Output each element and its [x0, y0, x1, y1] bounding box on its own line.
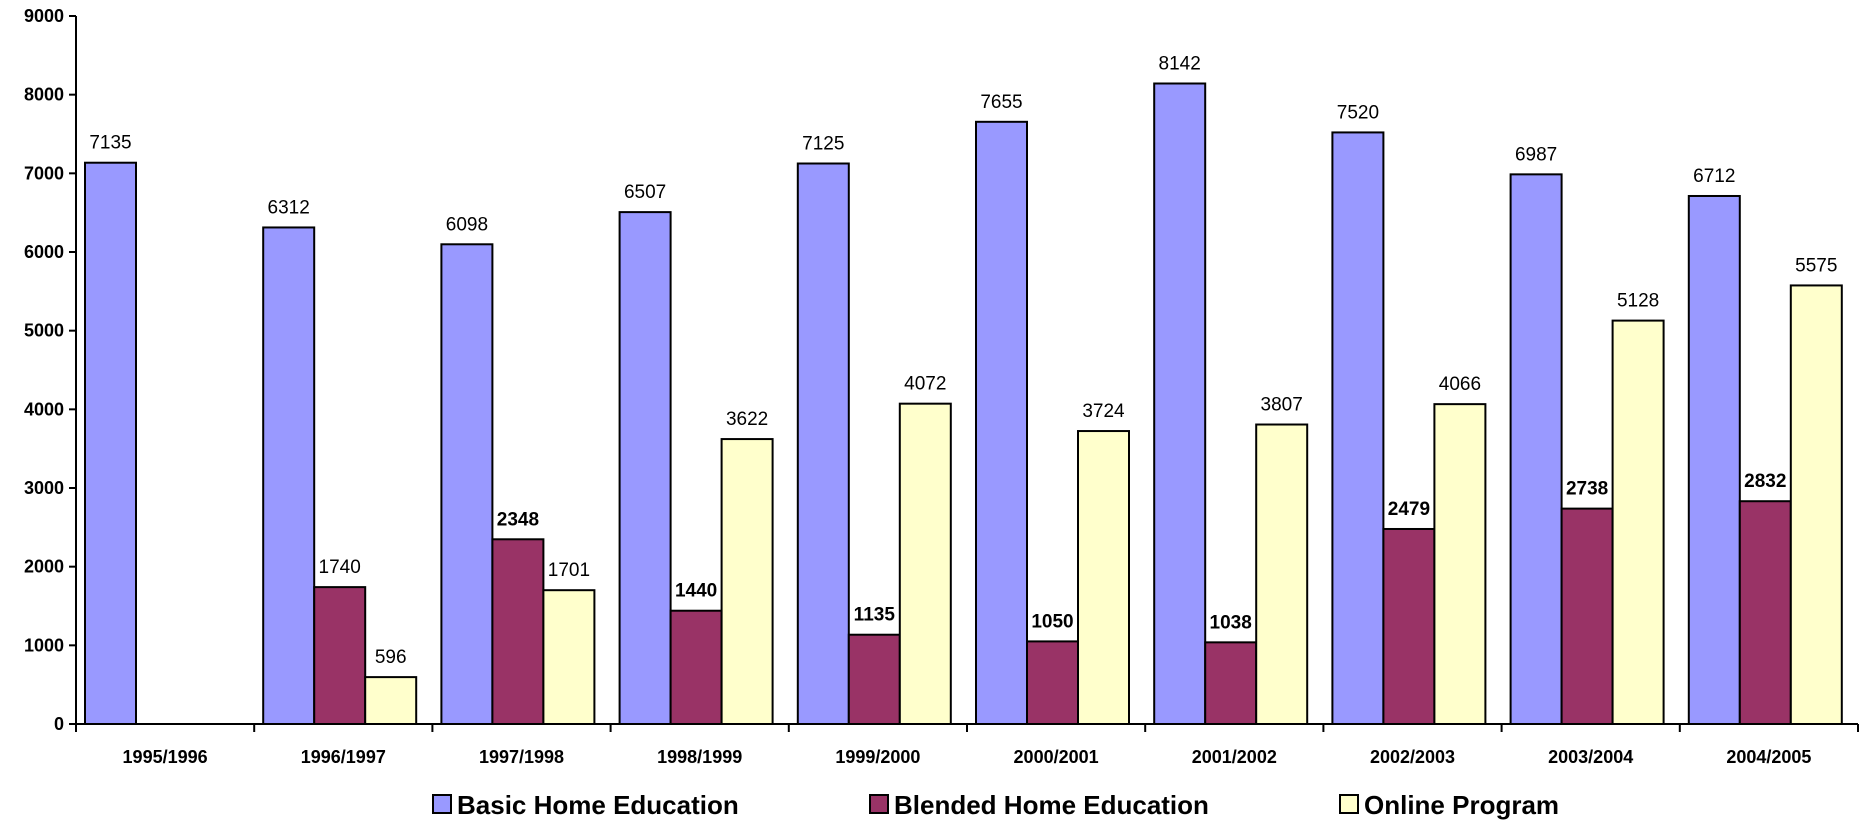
data-label: 1050 — [1031, 611, 1073, 632]
x-axis: 1995/1996 1996/1997 1997/1998 1998/1999 1999… — [75, 723, 1859, 767]
bar-online-program — [364, 676, 418, 726]
data-label: 6507 — [624, 182, 666, 203]
x-tick-label: 2001/2002 — [1192, 747, 1277, 767]
bar-basic-home-education — [1153, 82, 1207, 726]
bar-online-program — [542, 589, 596, 725]
bar-basic-home-education — [1509, 173, 1563, 725]
bar-online-program — [1611, 319, 1665, 725]
data-label: 1440 — [675, 581, 717, 602]
bar-basic-home-education — [84, 161, 137, 726]
data-label: 2738 — [1566, 479, 1608, 500]
data-label: 6098 — [446, 214, 488, 235]
y-tick-label: 4000 — [24, 399, 64, 419]
legend-label: Online Program — [1364, 790, 1559, 820]
bar-blended-home-education — [491, 538, 545, 725]
data-label: 7520 — [1337, 102, 1379, 123]
data-label: 1135 — [854, 605, 896, 626]
data-label: 3622 — [726, 409, 768, 430]
y-tick-label: 8000 — [24, 85, 64, 105]
data-label: 4066 — [1439, 374, 1481, 395]
legend: Basic Home Education Blended Home Educati… — [432, 790, 1559, 820]
bar-basic-home-education — [262, 226, 316, 725]
y-tick-label: 5000 — [24, 321, 64, 341]
data-label: 5128 — [1617, 291, 1659, 312]
bar-online-program — [1433, 403, 1487, 725]
bar-online-program — [898, 402, 952, 725]
bar-blended-home-education — [1560, 507, 1614, 725]
data-label: 5575 — [1795, 255, 1837, 276]
y-tick-label: 7000 — [24, 163, 64, 183]
bar-blended-home-education — [1738, 500, 1792, 725]
bar-online-program — [1255, 423, 1309, 725]
data-label: 596 — [375, 647, 407, 668]
bar-online-program — [720, 438, 774, 725]
bar-blended-home-education — [1382, 527, 1436, 726]
y-tick-label: 3000 — [24, 478, 64, 498]
bar-blended-home-education — [1204, 641, 1258, 725]
data-label: 7135 — [89, 133, 131, 154]
data-label: 8142 — [1159, 53, 1201, 74]
x-tick-label: 1996/1997 — [301, 747, 386, 767]
data-label: 7655 — [980, 92, 1022, 113]
x-tick-label: 2000/2001 — [1014, 747, 1099, 767]
legend-swatch-basic-home-education — [432, 794, 452, 814]
y-tick-label: 6000 — [24, 242, 64, 262]
x-tick-label: 2003/2004 — [1548, 747, 1633, 767]
x-tick-label: 1995/1996 — [123, 747, 208, 767]
bar-blended-home-education — [669, 609, 723, 725]
bar-online-program — [1789, 284, 1843, 725]
x-tick-label: 2004/2005 — [1726, 747, 1811, 767]
data-label: 3807 — [1261, 395, 1303, 416]
data-label: 1740 — [319, 557, 361, 578]
x-tick-label: 2002/2003 — [1370, 747, 1455, 767]
data-labels: 7135 6312 6098 6507 7125 7655 8142 7520 6987 6712… — [89, 53, 1837, 668]
y-tick-label: 0 — [54, 714, 64, 734]
data-label: 2348 — [497, 509, 539, 530]
y-tick-label: 2000 — [24, 557, 64, 577]
bar-basic-home-education — [1687, 194, 1741, 726]
legend-label: Blended Home Education — [894, 790, 1209, 820]
data-label: 2832 — [1744, 471, 1786, 492]
x-tick-label: 1998/1999 — [657, 747, 742, 767]
bar-basic-home-education — [440, 243, 494, 725]
legend-swatch-online-program — [1339, 794, 1359, 814]
bar-basic-home-education — [975, 120, 1028, 726]
bar-online-program — [1077, 430, 1130, 725]
x-tick-label: 1997/1998 — [479, 747, 564, 767]
y-tick-label: 9000 — [24, 6, 64, 26]
bar-blended-home-education — [313, 586, 367, 725]
data-label: 1701 — [548, 560, 590, 581]
data-label: 7125 — [802, 134, 844, 155]
data-label: 4072 — [904, 374, 946, 395]
x-tick-label: 1999/2000 — [835, 747, 920, 767]
y-tick-label: 1000 — [24, 635, 64, 655]
legend-label: Basic Home Education — [457, 790, 739, 820]
bar-blended-home-education — [1026, 640, 1079, 726]
bars — [84, 82, 1843, 726]
data-label: 2479 — [1388, 499, 1430, 520]
data-label: 6987 — [1515, 144, 1557, 165]
data-label: 6312 — [268, 197, 310, 218]
bar-basic-home-education — [796, 162, 850, 725]
data-label: 3724 — [1082, 401, 1125, 422]
bar-blended-home-education — [847, 633, 901, 725]
data-label: 1038 — [1210, 612, 1252, 633]
data-label: 6712 — [1693, 166, 1735, 187]
bar-basic-home-education — [1331, 131, 1385, 725]
bar-basic-home-education — [618, 211, 672, 725]
legend-swatch-blended-home-education — [869, 794, 889, 814]
y-axis: 0 1000 2000 3000 4000 5000 6000 7000 8000 9000 — [24, 6, 77, 734]
